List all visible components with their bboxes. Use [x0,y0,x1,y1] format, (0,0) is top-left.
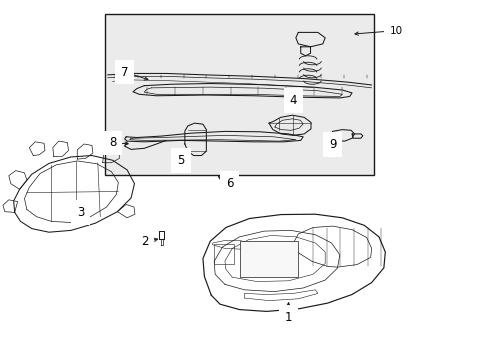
Text: 9: 9 [328,138,336,151]
Text: 4: 4 [289,94,297,107]
Text: 8: 8 [108,136,116,149]
Text: 7: 7 [121,66,128,78]
Text: 5: 5 [177,154,184,167]
Text: 10: 10 [389,26,402,36]
Bar [214,244,233,264]
Bar [105,14,373,175]
Text: 6: 6 [225,177,233,190]
Text: 1: 1 [284,311,292,324]
Text: 2: 2 [141,235,148,248]
Text: 3: 3 [77,206,84,219]
Bar [239,241,298,277]
